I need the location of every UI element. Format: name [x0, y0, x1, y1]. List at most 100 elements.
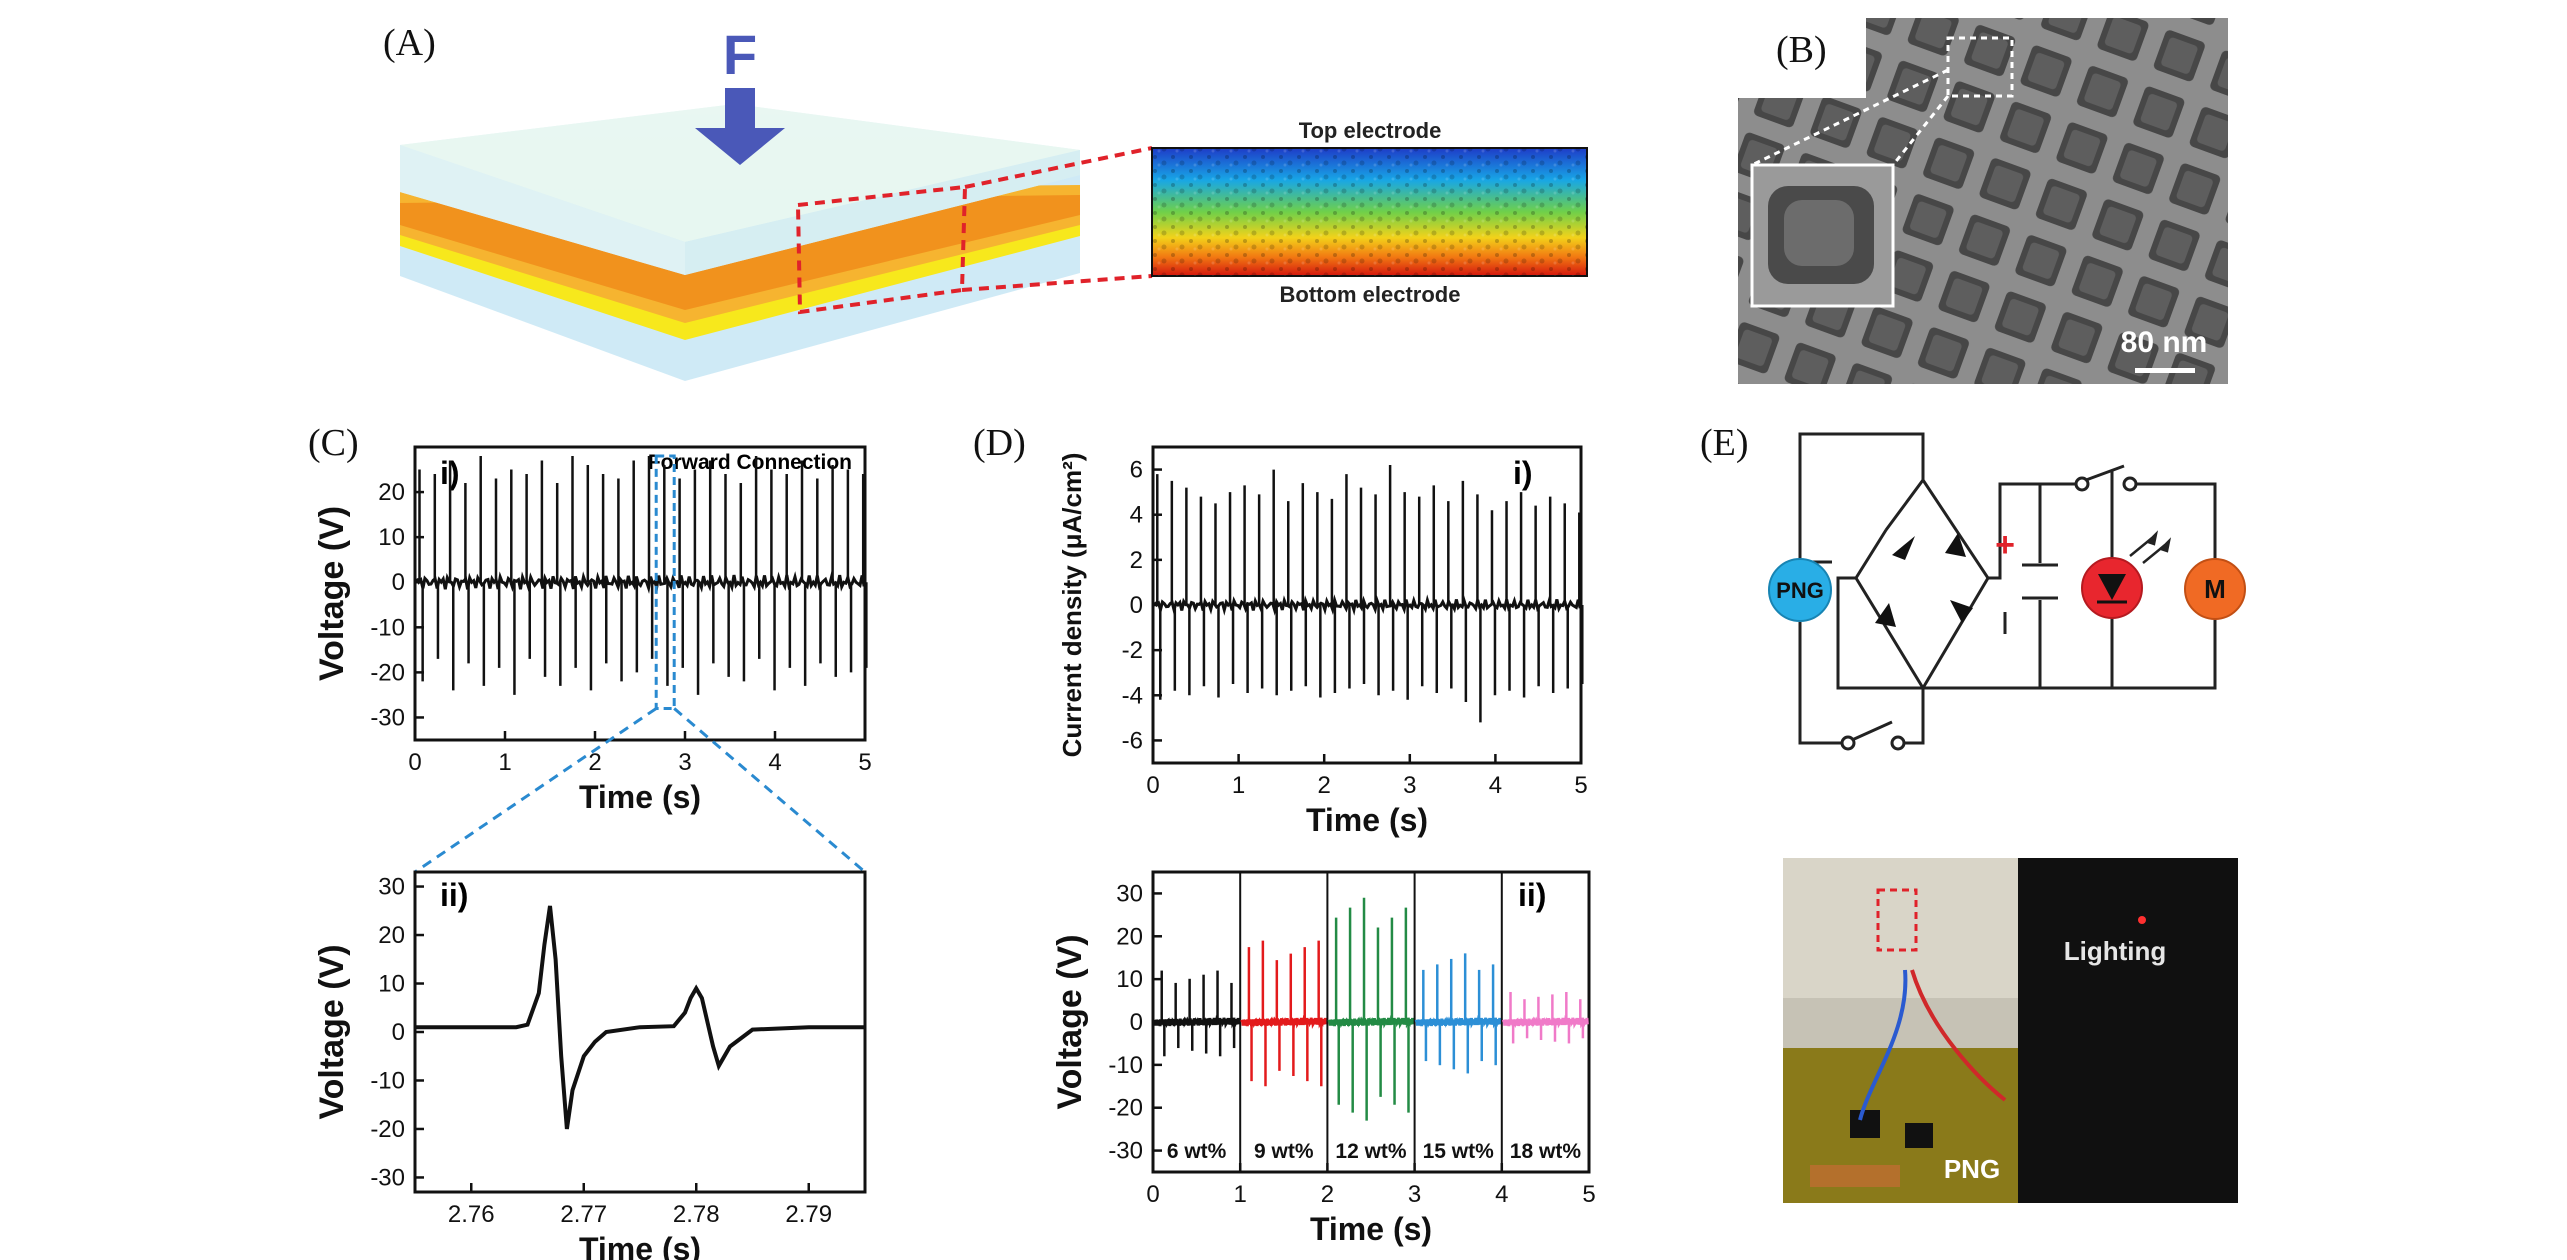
y-tick-label: -10: [1108, 1052, 1143, 1079]
scale-bar: [2135, 368, 2195, 373]
led-diode-icon: [2098, 574, 2126, 600]
panel-label-c: (C): [308, 422, 359, 464]
bridge-rectifier: [1875, 533, 1973, 627]
panel-label-d: (D): [973, 422, 1026, 464]
y-tick-label: 20: [1116, 923, 1143, 950]
y-tick-label: -4: [1122, 682, 1143, 709]
x-tick-label: 2.76: [448, 1201, 495, 1228]
x-tick-label: 2.77: [560, 1201, 607, 1228]
y-tick-label: 0: [392, 569, 405, 596]
x-tick-label: 5: [1574, 772, 1587, 799]
series-baseline: [1414, 1014, 1502, 1029]
panel-label-b: (B): [1776, 29, 1827, 71]
y-tick-label: -30: [1108, 1138, 1143, 1165]
force-label: F: [723, 23, 757, 86]
zoom-line-bottom: [961, 274, 1153, 292]
switch-top-icon: [2074, 464, 2138, 500]
series-baseline: [1327, 1014, 1415, 1029]
y-tick-label: -20: [1108, 1095, 1143, 1122]
y-tick-label: 0: [392, 1019, 405, 1046]
tem-zoom-line-a: [1891, 95, 1950, 166]
x-tick-label: 5: [858, 749, 871, 776]
circuit-diagram: [1798, 432, 2217, 745]
y-tick-label: 30: [378, 874, 405, 901]
x-tick-label: 2: [1318, 772, 1331, 799]
series-label: 18 wt%: [1510, 1140, 1582, 1163]
x-tick-label: 2.79: [785, 1201, 832, 1228]
y-tick-label: 0: [1130, 592, 1143, 619]
x-axis-label: Time (s): [1310, 1211, 1432, 1247]
png-source: [1768, 558, 1832, 622]
y-tick-label: -6: [1122, 727, 1143, 754]
zoom-connector-right: [673, 707, 866, 874]
y-tick-label: 10: [378, 971, 405, 998]
panel-a: (A) F Top electrode Bottom electrode: [383, 22, 1588, 381]
potential-map-texture: [1152, 148, 1587, 276]
plot-frame: [413, 870, 867, 1194]
x-axis-label: Time (s): [579, 779, 701, 815]
x-tick-label: 3: [1403, 772, 1416, 799]
x-tick-label: 2: [1321, 1181, 1334, 1208]
x-tick-label: 2: [588, 749, 601, 776]
device-illustration: [400, 104, 1080, 381]
x-axis-label: Time (s): [579, 1231, 701, 1260]
x-tick-label: 4: [1489, 772, 1502, 799]
png-source-label: PNG: [1776, 578, 1824, 603]
voltage-trace: [415, 905, 865, 1130]
series-label: 15 wt%: [1423, 1140, 1495, 1163]
force-arrow-icon: [695, 88, 785, 165]
x-tick-label: 1: [498, 749, 511, 776]
x-tick-label: 0: [408, 749, 421, 776]
motor-label: M: [2204, 574, 2226, 604]
zoom-line-top: [964, 146, 1153, 189]
series-label: 6 wt%: [1167, 1140, 1227, 1163]
y-tick-label: 4: [1130, 502, 1143, 529]
y-tick-label: 30: [1116, 880, 1143, 907]
zoom-box: [795, 184, 968, 315]
panel-label-e: (E): [1700, 422, 1749, 464]
y-axis-label: Voltage (V): [313, 506, 351, 681]
chart-c-ii: ii) 2.76 2.77 2.78 2.79 30 20 10 0 -10 -20 -30 Time…: [313, 870, 867, 1260]
zoom-highlight: [654, 454, 676, 710]
photo-png-label: PNG: [1944, 1154, 2000, 1184]
chart-c-i: i) Forward Connection 01234520100-10-20-…: [313, 445, 872, 874]
device-photo: [1783, 858, 2238, 1203]
y-tick-label: -10: [370, 614, 405, 641]
tem-zoom-line-b: [1751, 68, 1949, 167]
y-tick-label: 20: [378, 922, 405, 949]
x-tick-label: 4: [768, 749, 781, 776]
x-tick-label: 4: [1495, 1181, 1508, 1208]
x-tick-label: 2.78: [673, 1201, 720, 1228]
plot-frame: [413, 445, 867, 742]
y-tick-label: -2: [1122, 637, 1143, 664]
y-axis-label: Voltage (V): [313, 944, 351, 1119]
x-tick-label: 1: [1234, 1181, 1247, 1208]
y-tick-label: -20: [370, 1116, 405, 1143]
y-tick-label: -30: [370, 704, 405, 731]
subpanel-label: ii): [440, 877, 468, 913]
lighting-label: Lighting: [2064, 936, 2167, 966]
x-tick-label: 0: [1146, 1181, 1159, 1208]
tem-inset-core: [1784, 200, 1854, 266]
capacitor-plus: +: [1995, 526, 2015, 564]
panel-e: (E) PNG +: [1700, 422, 2246, 1203]
y-tick-label: -30: [370, 1164, 405, 1191]
bottom-electrode-label: Bottom electrode: [1280, 282, 1461, 307]
chart-d-i: i) 0 1 2 3 4 5 6 4 2 0 -2 -4 -6 Time (s) Current densi…: [1057, 445, 1588, 838]
light-emission-icon: [2129, 530, 2172, 564]
series-baseline: [1240, 1014, 1328, 1029]
motor: [2184, 558, 2246, 620]
x-tick-label: 5: [1582, 1181, 1595, 1208]
x-tick-label: 1: [1232, 772, 1245, 799]
forward-connection-label: Forward Connection: [648, 451, 852, 474]
series-baseline: [1153, 1014, 1240, 1029]
scale-bar-label: 80 nm: [2121, 326, 2208, 359]
x-axis-label: Time (s): [1306, 802, 1428, 838]
panel-c: (C) i) Forward Connection 01234520100-10…: [308, 422, 872, 1260]
panel-b: (B) 80 nm: [1738, 18, 2228, 384]
y-tick-label: -20: [370, 659, 405, 686]
zoom-connector-left: [414, 707, 658, 874]
y-tick-label: 6: [1130, 457, 1143, 484]
